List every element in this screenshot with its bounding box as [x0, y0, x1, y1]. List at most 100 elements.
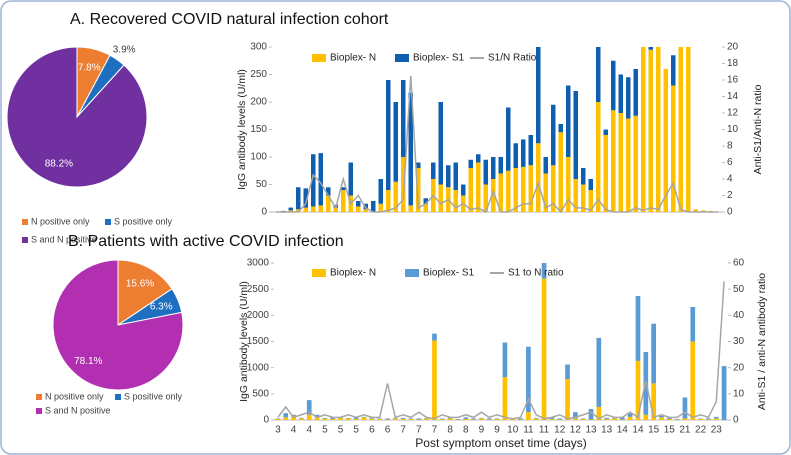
- y-tick-label: 2000: [247, 310, 270, 321]
- legend-label: Bioplex- N: [330, 268, 376, 279]
- x-tick-label: 9: [479, 425, 485, 436]
- bar-segment: [603, 135, 608, 212]
- bar-segment: [498, 173, 503, 212]
- bar-segment: [361, 416, 367, 418]
- bar-segment: [651, 323, 656, 384]
- legend-swatch: [22, 219, 28, 225]
- bar-segment: [713, 416, 719, 419]
- bar-segment: [506, 107, 511, 171]
- bar-segment: [604, 418, 610, 420]
- bar-segment: [596, 102, 601, 212]
- legend-label: S and N positive: [45, 405, 111, 415]
- bar-segment: [604, 417, 610, 419]
- pie-label: 3.9%: [113, 45, 136, 56]
- bar-segment: [288, 210, 293, 212]
- bar-segment: [626, 118, 631, 212]
- legend-label: S positive only: [114, 216, 173, 226]
- y-tick-label: 50: [256, 179, 268, 190]
- y-tick-label: 0: [261, 207, 267, 218]
- bar-segment: [447, 418, 453, 420]
- bar-segment: [603, 129, 608, 135]
- bar-segment: [518, 419, 523, 420]
- legend-label: N positive only: [45, 391, 104, 401]
- y-tick-label: 250: [250, 69, 267, 80]
- bar-segment: [633, 69, 638, 116]
- bar-segment: [541, 278, 547, 420]
- bar-segment: [565, 379, 570, 420]
- bar-segment: [690, 306, 696, 342]
- bar-segment: [408, 92, 413, 206]
- bar-segment: [651, 383, 656, 420]
- bar-segment: [526, 412, 531, 420]
- bar-segment: [363, 209, 368, 212]
- bar-segment: [510, 418, 516, 420]
- x-tick-label: 7: [432, 425, 438, 436]
- bar-segment: [291, 414, 296, 416]
- legend-swatch: [36, 394, 42, 400]
- bar-segment: [611, 60, 616, 111]
- panel-title: A. Recovered COVID natural infection coh…: [70, 11, 389, 28]
- bar-segment: [721, 366, 727, 420]
- legend-swatch: [115, 394, 121, 400]
- bar-segment: [588, 190, 593, 212]
- bar-segment: [641, 47, 646, 212]
- pie-label: 78.1%: [74, 356, 102, 367]
- x-tick-label: 9: [494, 425, 500, 436]
- bar-segment: [659, 417, 664, 420]
- bar-segment: [682, 397, 688, 419]
- bar-segment: [476, 162, 481, 212]
- bar-segment: [400, 418, 406, 420]
- bar-segment: [633, 115, 638, 212]
- bar-segment: [502, 342, 508, 378]
- bar-segment: [551, 165, 556, 212]
- bar-segment: [408, 205, 413, 212]
- bar-segment: [408, 418, 414, 420]
- bar-segment: [303, 207, 308, 212]
- pie-label: 7.8%: [78, 63, 101, 74]
- x-tick-label: 4: [291, 425, 297, 436]
- bar-segment: [580, 418, 586, 419]
- bar-segment: [318, 205, 323, 212]
- ratio-line: [277, 281, 725, 420]
- bar-segment: [596, 47, 601, 102]
- bar-segment: [393, 181, 398, 212]
- legend-label: S positive only: [124, 391, 183, 401]
- y-tick-label: 300: [250, 42, 267, 53]
- x-tick-label: 10: [507, 425, 519, 436]
- bar-segment: [338, 417, 343, 420]
- bar-segment: [486, 419, 492, 420]
- bar-segment: [311, 154, 316, 207]
- bar-segment: [643, 414, 649, 420]
- y2-axis-label: Anti-S1 / anti-N antibody ratio: [756, 273, 768, 410]
- bar-segment: [461, 184, 466, 196]
- y-tick-label: 500: [252, 388, 269, 399]
- bar-segment: [356, 206, 361, 212]
- y2-tick-label: 60: [733, 258, 745, 269]
- bar-segment: [648, 47, 653, 50]
- bar-segment: [666, 418, 672, 420]
- bar-segment: [528, 135, 533, 166]
- bar-segment: [573, 179, 578, 212]
- y2-tick-label: 14: [727, 91, 739, 102]
- bar-segment: [619, 417, 625, 420]
- bar-segment: [682, 418, 688, 420]
- bar-segment: [306, 400, 312, 415]
- bar-segment: [438, 102, 443, 185]
- bar-segment: [318, 153, 323, 206]
- pie-label: 6.3%: [150, 302, 173, 313]
- bar-segment: [483, 184, 488, 212]
- bar-segment: [543, 157, 548, 174]
- bar-segment: [416, 168, 421, 212]
- bar-segment: [596, 406, 602, 420]
- bar-segment: [356, 201, 361, 207]
- legend-label: N positive only: [31, 216, 90, 226]
- bar-segment: [424, 417, 429, 419]
- bar-segment: [573, 91, 578, 179]
- bar-segment: [377, 418, 383, 420]
- bar-segment: [533, 417, 539, 419]
- bar-segment: [453, 162, 458, 190]
- x-tick-label: 12: [554, 425, 566, 436]
- x-tick-label: 3: [275, 425, 281, 436]
- x-tick-label: 22: [695, 425, 707, 436]
- y-tick-label: 2500: [247, 284, 270, 295]
